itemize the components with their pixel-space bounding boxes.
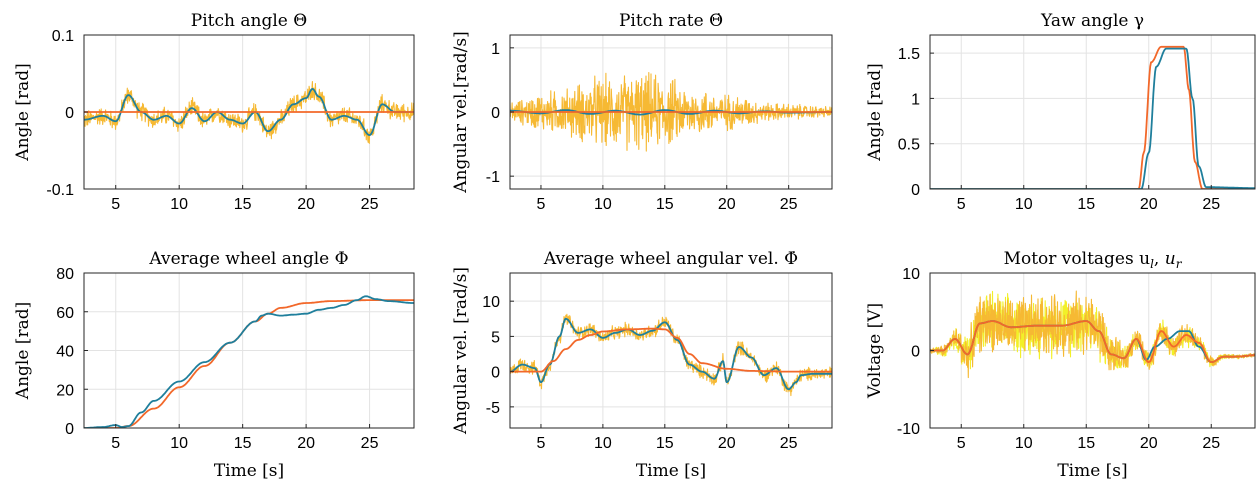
x-tick-label: 5: [957, 196, 966, 213]
series-line-1: [84, 80, 414, 144]
y-tick-label: 0: [911, 182, 920, 199]
chart-panel-3: 5 10 15 20 25 0 0.5 1 1.5 Yaw angle γ Angle [rad]: [865, 11, 1256, 213]
series-line-2: [84, 88, 414, 136]
chart-title: Pitch angle Θ: [191, 11, 307, 31]
chart-title: Average wheel angular vel. Φ̇: [543, 249, 798, 269]
chart-title: Average wheel angle Φ: [148, 249, 348, 269]
y-tick-label: 1: [911, 91, 920, 108]
chart-panel-5: 5 10 15 20 25 -5 0 5 10 Average wheel angular vel…: [451, 249, 833, 481]
y-axis-label: Angle [rad]: [13, 302, 33, 400]
y-tick-label: 10: [902, 266, 920, 283]
y-tick-label: 0.1: [52, 28, 74, 45]
plot-area: [509, 272, 833, 429]
x-axis-label: Time [s]: [636, 461, 706, 481]
x-tick-label: 10: [1015, 435, 1033, 452]
y-tick-label: -1: [486, 169, 500, 186]
y-tick-label: 10: [482, 294, 500, 311]
x-tick-label: 20: [297, 435, 315, 452]
x-tick-label: 25: [1202, 196, 1220, 213]
y-tick-label: 0: [491, 105, 500, 122]
x-tick-label: 25: [361, 196, 379, 213]
y-axis-label: Angle [rad]: [865, 63, 885, 161]
y-tick-label: 1: [491, 41, 500, 58]
chart-title: Pitch rate Θ̇: [619, 11, 723, 31]
y-tick-label: -10: [897, 421, 920, 438]
x-tick-label: 20: [1140, 196, 1158, 213]
series-line-2: [510, 317, 832, 391]
x-tick-label: 20: [718, 196, 736, 213]
y-tick-label: 5: [491, 329, 500, 346]
y-tick-label: 0: [491, 365, 500, 382]
series-line-1: [510, 72, 832, 152]
series-line-2: [84, 295, 414, 428]
chart-title: Motor voltages ul, ur: [1004, 249, 1183, 271]
x-tick-label: 10: [170, 196, 188, 213]
x-tick-label: 25: [361, 435, 379, 452]
y-tick-label: 0: [65, 421, 74, 438]
y-tick-label: 80: [56, 266, 74, 283]
x-tick-label: 10: [170, 435, 188, 452]
x-tick-label: 20: [718, 435, 736, 452]
plot-area: [929, 34, 1256, 190]
x-tick-label: 15: [1077, 196, 1095, 213]
series-line-1: [930, 45, 1255, 189]
x-tick-label: 15: [656, 435, 674, 452]
x-tick-label: 5: [111, 435, 120, 452]
x-axis-label: Time [s]: [214, 461, 284, 481]
series-line-4: [930, 320, 1255, 363]
x-tick-label: 25: [780, 196, 798, 213]
series-line-1: [84, 299, 414, 428]
x-tick-label: 5: [537, 196, 546, 213]
y-tick-label: 1.5: [898, 46, 920, 63]
x-tick-label: 5: [111, 196, 120, 213]
y-tick-label: 20: [56, 382, 74, 399]
x-tick-label: 5: [537, 435, 546, 452]
y-tick-label: -5: [486, 400, 500, 417]
y-tick-label: 40: [56, 344, 74, 361]
y-axis-label: Angle [rad]: [13, 63, 33, 161]
x-tick-label: 20: [297, 196, 315, 213]
chart-panel-2: 5 10 15 20 25 -1 0 1 Pitch rate Θ̇ Angular vel.[r…: [451, 11, 833, 213]
x-tick-label: 10: [594, 435, 612, 452]
x-tick-label: 15: [234, 435, 252, 452]
x-tick-label: 25: [1202, 435, 1220, 452]
x-tick-label: 20: [1140, 435, 1158, 452]
x-tick-label: 15: [234, 196, 252, 213]
y-tick-label: 0.5: [898, 137, 920, 154]
y-axis-label: Angular vel.[rad/s]: [451, 31, 471, 194]
x-tick-label: 15: [656, 196, 674, 213]
x-tick-label: 10: [594, 196, 612, 213]
x-tick-label: 25: [780, 435, 798, 452]
y-axis-label: Voltage [V]: [865, 303, 885, 399]
series-line-3: [510, 327, 832, 373]
x-tick-label: 10: [1015, 196, 1033, 213]
chart-title: Yaw angle γ: [1040, 11, 1144, 31]
x-tick-label: 5: [957, 435, 966, 452]
chart-panel-1: 5 10 15 20 25 -0.1 0 0.1 Pitch angle Θ Angle [rad…: [13, 11, 415, 213]
y-tick-label: -0.1: [46, 182, 74, 199]
chart-panel-4: 5 10 15 20 25 0 20 40 60 80 Average wheel angle Φ A…: [13, 249, 415, 481]
y-tick-label: 60: [56, 305, 74, 322]
y-tick-label: 0: [65, 105, 74, 122]
y-axis-label: Angular vel. [rad/s]: [451, 267, 471, 435]
series-line-2: [930, 47, 1255, 189]
x-tick-label: 15: [1077, 435, 1095, 452]
x-axis-label: Time [s]: [1057, 461, 1127, 481]
chart-panel-6: 5 10 15 20 25 -10 0 10 Motor voltages ul, ur Volt…: [865, 249, 1256, 481]
y-tick-label: 0: [911, 344, 920, 361]
